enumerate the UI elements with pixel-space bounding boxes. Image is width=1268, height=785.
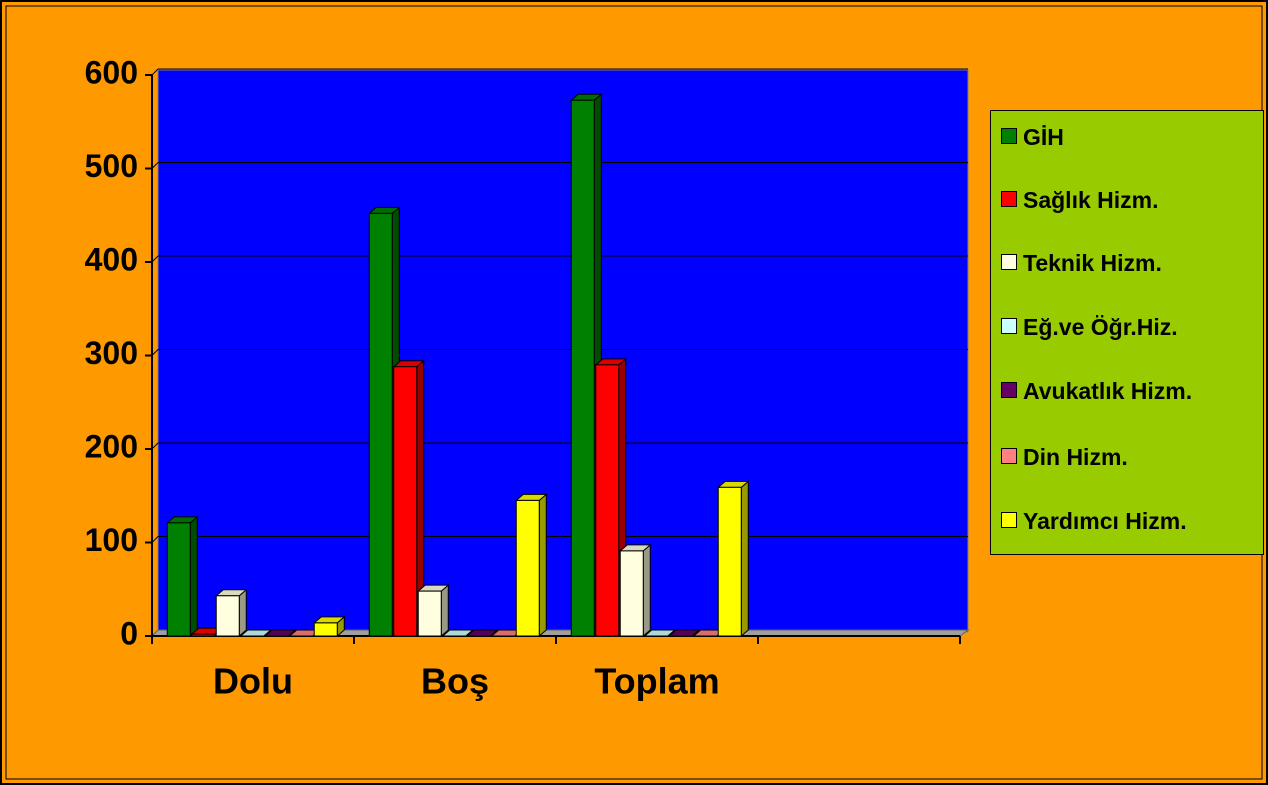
bar-side — [642, 543, 651, 638]
grid-line — [151, 68, 159, 76]
bar — [215, 595, 240, 637]
bar — [619, 550, 644, 637]
grid-line — [151, 536, 159, 543]
bar — [717, 486, 742, 637]
bar-side — [189, 515, 198, 638]
legend-swatch — [1001, 254, 1017, 270]
bar — [191, 633, 216, 637]
y-tick-label: 600 — [85, 54, 138, 90]
bar — [368, 212, 393, 637]
bar-top — [239, 629, 273, 637]
legend: GİH Sağlık Hizm. Teknik Hizm. Eğ.ve Öğr.Hiz… — [990, 110, 1264, 555]
legend-label: Avukatlık Hizm. — [1023, 378, 1193, 404]
bar-top — [263, 629, 297, 637]
legend-label: Teknik Hizm. — [1023, 250, 1162, 276]
bar-side — [740, 480, 749, 638]
x-tick-label: Dolu — [213, 661, 293, 702]
y-tick-label: 500 — [85, 148, 138, 184]
grid-line — [151, 162, 159, 169]
bar — [166, 522, 191, 637]
grid-line — [151, 255, 159, 263]
bar — [595, 364, 620, 637]
bar — [393, 366, 418, 637]
bar-side — [538, 493, 547, 638]
legend-label: GİH — [1023, 124, 1064, 150]
grid-line — [151, 349, 159, 356]
legend-swatch — [1001, 512, 1017, 528]
y-tick-label: 200 — [85, 428, 138, 464]
bar — [570, 99, 595, 637]
legend-label: Din Hizm. — [1023, 444, 1128, 470]
grid-line — [151, 442, 159, 450]
legend-label: Yardımcı Hizm. — [1023, 508, 1187, 534]
bar-top — [441, 629, 475, 637]
legend-swatch — [1001, 382, 1017, 398]
bar-top — [667, 629, 701, 637]
bar-side — [238, 588, 247, 638]
legend-swatch — [1001, 191, 1017, 207]
bar — [417, 590, 442, 637]
bar-side — [440, 584, 449, 638]
x-tick-label: Boş — [421, 661, 489, 702]
bar-top — [465, 629, 499, 637]
bar-top — [643, 629, 677, 637]
legend-label: Sağlık Hizm. — [1023, 187, 1159, 213]
bar — [515, 499, 540, 637]
legend-swatch — [1001, 448, 1017, 464]
y-tick-label: 400 — [85, 241, 138, 277]
bar — [313, 622, 338, 637]
legend-label: Eğ.ve Öğr.Hiz. — [1023, 314, 1178, 340]
legend-swatch — [1001, 318, 1017, 334]
legend-swatch — [1001, 128, 1017, 144]
x-tick-label: Toplam — [594, 661, 719, 702]
y-tick-label: 100 — [85, 522, 138, 558]
plot-area — [157, 69, 969, 633]
y-tick-label: 0 — [120, 615, 138, 651]
y-tick-label: 300 — [85, 335, 138, 371]
